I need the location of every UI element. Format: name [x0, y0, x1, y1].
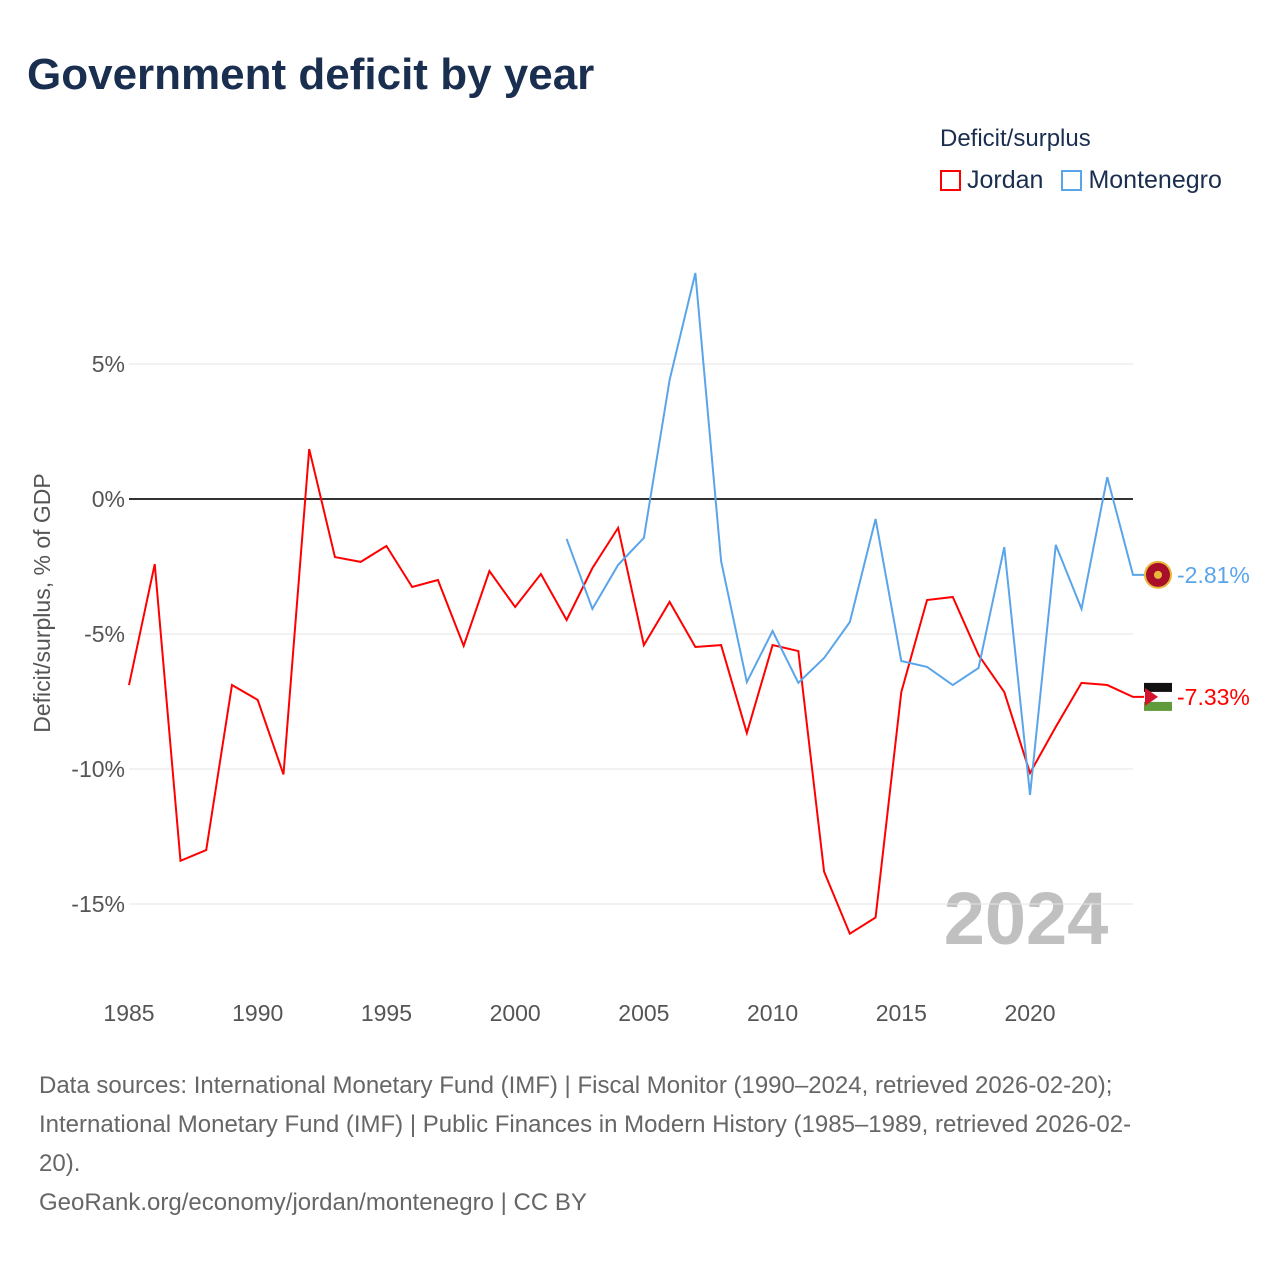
x-tick-label: 1985	[103, 1000, 154, 1026]
source-line: 20).	[39, 1150, 81, 1177]
series-line-jordan[interactable]	[128, 448, 1145, 936]
flag-montenegro-icon	[1144, 560, 1172, 589]
legend: Jordan Montenegro	[940, 166, 1222, 195]
legend-swatch-montenegro	[1061, 170, 1083, 191]
end-value-label: -7.33%	[1177, 684, 1250, 710]
legend-swatch-jordan	[940, 170, 961, 191]
chart-area: 2024 5% 0% -5% -10% -15% 1985 1990 1995 2000 2005…	[29, 272, 1250, 1026]
legend-label: Jordan	[967, 166, 1044, 194]
y-tick-label: 0%	[92, 486, 125, 512]
legend-item-jordan[interactable]: Jordan	[940, 166, 1043, 195]
x-tick-label: 1990	[232, 1000, 283, 1026]
x-tick-label: 1995	[361, 1000, 412, 1026]
legend-label: Montenegro	[1088, 166, 1222, 194]
source-line: Data sources: International Monetary Fun…	[39, 1072, 1113, 1099]
y-axis-label: Deficit/surplus, % of GDP	[29, 473, 55, 732]
source-line: International Monetary Fund (IMF) | Publ…	[39, 1111, 1132, 1138]
y-tick-label: -15%	[71, 891, 125, 917]
x-tick-label: 2020	[1004, 1000, 1055, 1026]
x-tick-label: 2000	[490, 1000, 541, 1026]
year-watermark: 2024	[944, 877, 1109, 960]
source-notes: Data sources: International Monetary Fun…	[39, 1066, 1239, 1222]
source-link[interactable]: GeoRank.org/economy/jordan/montenegro | …	[39, 1189, 587, 1216]
x-tick-label: 2005	[618, 1000, 669, 1026]
series-line-montenegro[interactable]	[565, 272, 1145, 796]
chart-title: Government deficit by year	[27, 50, 595, 99]
y-tick-label: -5%	[84, 621, 125, 647]
x-tick-label: 2010	[747, 1000, 798, 1026]
legend-title: Deficit/surplus	[940, 125, 1091, 152]
x-tick-label: 2015	[876, 1000, 927, 1026]
legend-item-montenegro[interactable]: Montenegro	[1061, 166, 1222, 195]
flag-jordan-icon	[1144, 682, 1172, 711]
y-tick-label: 5%	[92, 351, 125, 377]
y-tick-label: -10%	[71, 756, 125, 782]
end-value-label: -2.81%	[1177, 562, 1250, 588]
